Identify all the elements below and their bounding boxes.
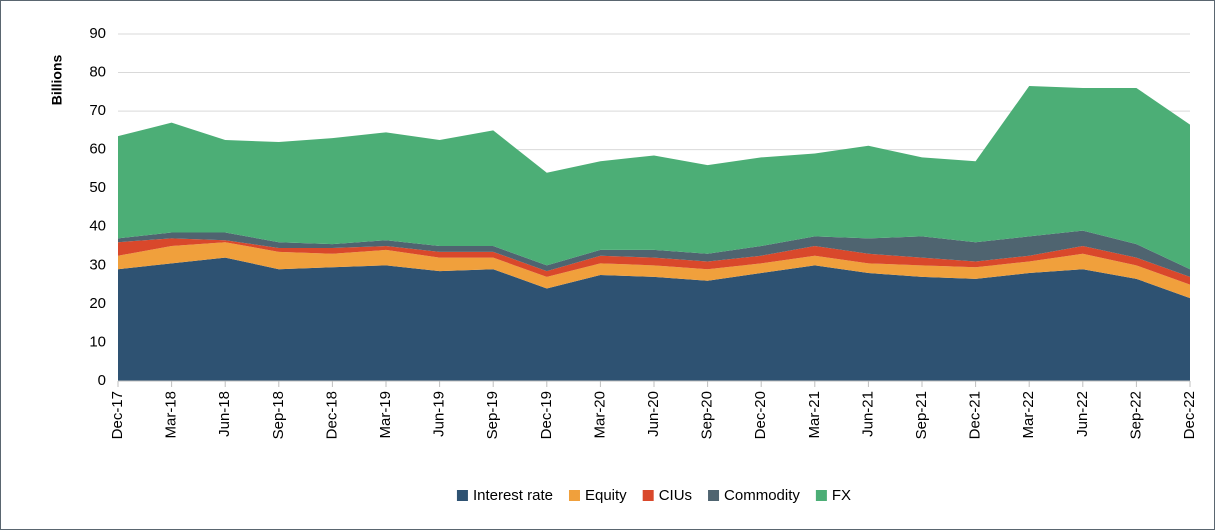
y-tick-label: 50 [89, 179, 106, 196]
area [118, 257, 1190, 381]
y-tick-label: 30 [89, 256, 106, 273]
legend-swatch [708, 490, 720, 501]
legend-swatch [568, 490, 580, 501]
y-tick-label: 70 [89, 102, 106, 119]
legend-swatch [456, 490, 468, 501]
x-tick-label: Mar-21 [806, 391, 823, 439]
x-tick-label: Sep-18 [270, 391, 287, 439]
x-tick-label: Mar-19 [377, 391, 394, 439]
y-tick-label: 10 [89, 333, 106, 350]
x-tick-label: Sep-22 [1127, 391, 1144, 439]
x-tick-label: Jun-20 [645, 391, 662, 437]
x-tick-label: Dec-19 [538, 391, 555, 439]
legend-label: Interest rate [473, 487, 553, 504]
y-tick-label: 80 [89, 64, 106, 81]
x-tick-label: Mar-20 [591, 391, 608, 439]
x-tick-label: Mar-18 [163, 391, 180, 439]
legend-label: CIUs [659, 487, 692, 504]
x-tick-label: Jun-21 [859, 391, 876, 437]
area [118, 230, 1190, 277]
y-tick-label: 20 [89, 295, 106, 312]
area [118, 238, 1190, 285]
y-tick-label: 0 [98, 372, 106, 389]
area [118, 86, 1190, 270]
legend-label: Commodity [724, 487, 800, 504]
legend-swatch [815, 490, 827, 501]
x-tick-label: Dec-18 [323, 391, 340, 439]
y-tick-label: 90 [89, 25, 106, 42]
legend-label: FX [832, 487, 851, 504]
x-tick-label: Jun-19 [431, 391, 448, 437]
y-tick-label: 40 [89, 218, 106, 235]
legend: Interest rate Equity CIUs Commodity FX [456, 487, 851, 504]
x-tick-label: Sep-20 [699, 391, 716, 439]
y-tick-label: 60 [89, 141, 106, 158]
x-tick-label: Jun-22 [1074, 391, 1091, 437]
x-tick-label: Dec-17 [109, 391, 126, 439]
legend-swatch [642, 490, 654, 501]
y-axis-label: Billions [49, 55, 65, 106]
legend-label: Equity [585, 487, 627, 504]
area [118, 242, 1190, 299]
x-tick-label: Dec-20 [752, 391, 769, 439]
x-tick-label: Mar-22 [1020, 391, 1037, 439]
x-tick-label: Sep-21 [913, 391, 930, 439]
x-tick-label: Dec-21 [967, 391, 984, 439]
x-tick-label: Dec-22 [1181, 391, 1198, 439]
x-tick-label: Jun-18 [216, 391, 233, 437]
x-tick-label: Sep-19 [484, 391, 501, 439]
